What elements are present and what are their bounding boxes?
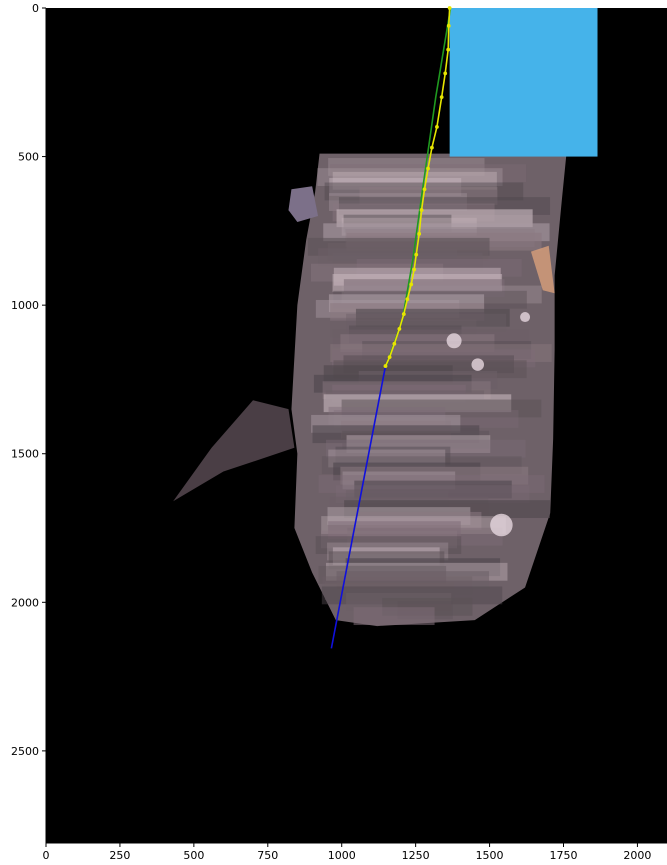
y-tick-label: 2000 [11,596,39,609]
yellow-path-point [409,282,414,287]
cyan-rectangle [449,8,598,157]
mosaic-tile [336,571,490,589]
yellow-path-point [412,267,417,272]
x-tick-label: 750 [257,849,278,862]
mosaic-tile [329,193,467,211]
yellow-path-point [430,145,434,150]
yellow-path-point [435,124,439,129]
yellow-path-point [422,187,427,192]
y-tick-label: 1500 [11,448,39,461]
mosaic-tile [341,399,542,418]
y-tick-label: 500 [18,151,39,164]
mosaic-tile [328,158,485,176]
x-tick-label: 1000 [328,849,356,862]
mosaic-highlight [520,312,531,323]
mosaic-tile [347,527,503,546]
mosaic-highlight [471,358,484,371]
yellow-path-point [447,6,452,10]
yellow-path-point [397,327,402,331]
mosaic-tile [332,252,483,271]
mosaic-tile [359,187,498,205]
mosaic-tile [330,344,552,362]
yellow-path-point [419,208,424,212]
mosaic-tile [335,446,451,465]
yellow-path-point [446,23,451,28]
mosaic-highlight [490,513,513,537]
mosaic-tile [330,164,527,183]
blue-line [330,365,387,649]
mosaic-tile [353,607,435,626]
mosaic-tile [332,171,497,190]
y-tick-label: 1000 [11,299,39,312]
yellow-path-point [401,312,406,316]
mosaic-tile [354,480,512,499]
yellow-path-point [417,231,422,236]
mosaic-fragment [288,186,319,222]
yellow-path-point [387,355,392,360]
mosaic-tile [346,435,491,453]
y-tick-label: 2500 [11,745,39,758]
x-tick-label: 0 [43,849,50,862]
mosaic-tile [322,576,473,595]
yellow-path-point [443,71,448,76]
yellow-path-point [405,297,410,302]
mosaic-tile [317,168,503,186]
mosaic-tile [346,313,507,332]
y-tick-label: 0 [32,2,39,15]
yellow-path-point [426,166,430,171]
x-tick-label: 1250 [402,849,430,862]
x-tick-label: 500 [183,849,204,862]
plot-area [46,6,667,843]
x-tick-label: 250 [109,849,130,862]
yellow-path-point [446,47,451,52]
mosaic-tile [336,209,533,228]
mosaic-tile [362,341,532,359]
x-tick-label: 2000 [623,849,651,862]
image-mosaic [173,153,567,627]
mosaic-left-wing [173,400,295,502]
mosaic-tile [355,308,510,327]
trajectory-overlays [330,6,598,649]
x-axis: 0 250 500 750 1000 1250 1500 1750 2000 [43,842,667,862]
x-tick-label: 1750 [550,849,578,862]
x-tick-label: 1500 [476,849,504,862]
mosaic-tile [320,530,458,549]
mosaic-tile [340,466,529,485]
mosaic-tile [335,485,530,504]
mosaic-highlight [446,333,462,349]
yellow-path-point [392,341,397,346]
yellow-path-point [383,364,388,368]
yellow-path [384,7,451,367]
mosaic-tile [325,439,526,458]
yellow-path-point [414,252,419,257]
mosaic-accent [530,245,555,294]
y-axis: 0 500 1000 1500 2000 2500 [11,2,47,843]
yellow-path-point [439,95,444,100]
